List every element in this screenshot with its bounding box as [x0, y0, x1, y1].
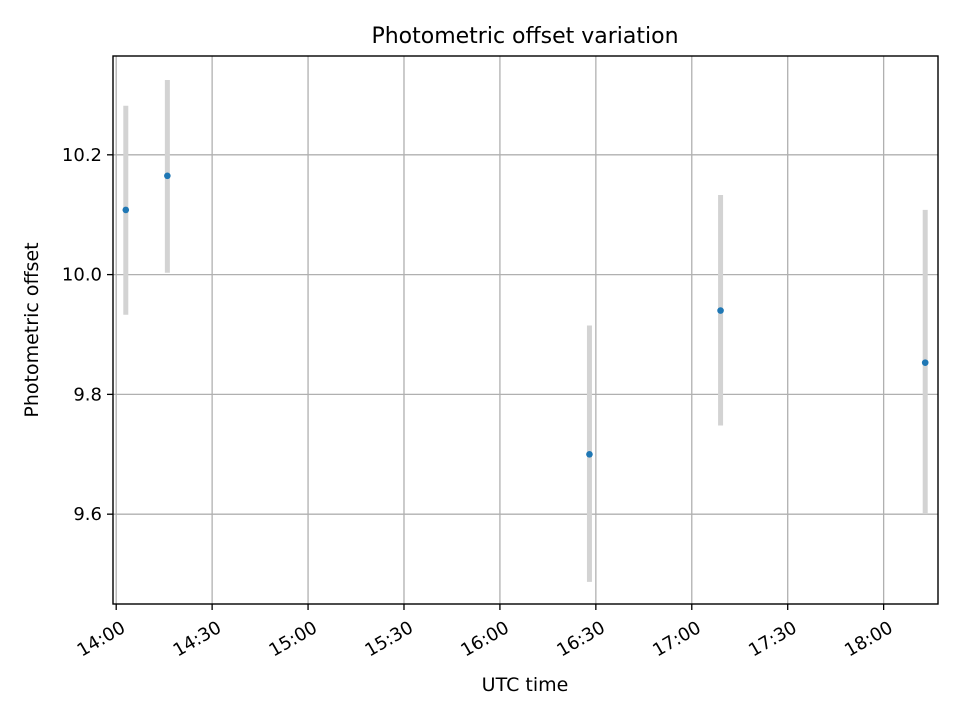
x-tick-label: 15:30 — [361, 617, 416, 661]
y-axis-label: Photometric offset — [21, 242, 43, 417]
x-axis: 14:00 14:30 15:00 15:30 16:00 16:30 17:00 17:30… — [74, 604, 897, 661]
data-point — [586, 450, 593, 458]
x-tick-label: 17:00 — [649, 617, 704, 661]
y-tick-label: 10.0 — [62, 265, 102, 286]
x-tick-label: 15:00 — [266, 617, 321, 661]
x-tick-label: 16:30 — [553, 617, 608, 661]
x-tick-label: 16:00 — [457, 617, 512, 661]
y-tick-label: 9.8 — [73, 384, 102, 405]
data-points — [122, 172, 929, 458]
x-axis-label: UTC time — [482, 674, 569, 696]
y-axis: 9.6 9.8 10.0 10.2 — [62, 145, 113, 525]
y-tick-label: 9.6 — [73, 504, 102, 525]
x-tick-label: 18:00 — [841, 617, 896, 661]
x-tick-label: 14:30 — [170, 617, 225, 661]
data-point — [164, 172, 171, 180]
plot-frame — [112, 55, 939, 605]
chart-title: Photometric offset variation — [371, 24, 678, 49]
data-point — [717, 307, 724, 314]
grid-lines — [113, 56, 938, 604]
data-point — [921, 359, 929, 366]
y-tick-label: 10.2 — [62, 145, 102, 166]
data-point — [122, 206, 130, 214]
x-tick-label: 14:00 — [74, 617, 129, 661]
x-tick-label: 17:30 — [745, 617, 800, 661]
